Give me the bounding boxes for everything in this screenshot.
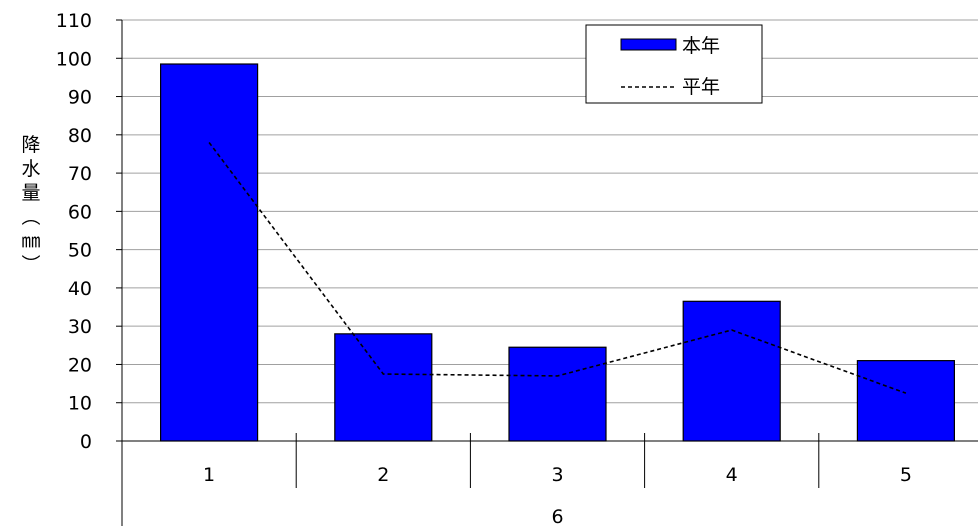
x-tick-label-4: 4 bbox=[726, 464, 738, 486]
y-tick-label-40: 40 bbox=[68, 278, 92, 300]
average-line-group bbox=[208, 141, 907, 394]
legend-bar-swatch bbox=[620, 38, 677, 51]
y-tick-label-70: 70 bbox=[68, 163, 92, 185]
y-tick-label-110: 110 bbox=[56, 10, 92, 32]
x-tick-label-5: 5 bbox=[900, 464, 912, 486]
y-axis-label: 降水量︵㎜︶ bbox=[21, 134, 40, 276]
y-label-char-0: 降 bbox=[21, 134, 40, 156]
legend: 本年 平年 bbox=[585, 24, 763, 104]
bar-3 bbox=[508, 346, 607, 442]
x-group-label: 6 bbox=[551, 506, 563, 526]
bar-5 bbox=[856, 360, 956, 442]
legend-label-normal-year: 平年 bbox=[682, 76, 720, 98]
y-tick-label-30: 30 bbox=[68, 316, 92, 338]
y-tick-label-100: 100 bbox=[56, 48, 92, 70]
y-tick-label-60: 60 bbox=[68, 201, 92, 223]
y-tick-label-80: 80 bbox=[68, 125, 92, 147]
bar-1 bbox=[160, 63, 259, 442]
x-tick-label-1: 1 bbox=[203, 464, 215, 486]
y-tick-label-20: 20 bbox=[68, 354, 92, 376]
y-tick-label-10: 10 bbox=[68, 393, 92, 415]
y-tick-labels: 0 10 20 30 40 50 60 70 80 90 100 110 bbox=[56, 10, 92, 453]
legend-box bbox=[585, 24, 763, 104]
grid-lines bbox=[122, 19, 978, 404]
y-label-char-4: ㎜ bbox=[21, 230, 40, 252]
axes-group bbox=[116, 19, 978, 526]
x-tick-labels: 1 2 3 4 5 bbox=[203, 464, 912, 486]
bar-4 bbox=[682, 300, 781, 442]
y-tick-label-50: 50 bbox=[68, 240, 92, 262]
y-label-char-3: ︵ bbox=[21, 206, 40, 228]
x-tick-label-3: 3 bbox=[551, 464, 563, 486]
y-tick-label-90: 90 bbox=[68, 87, 92, 109]
y-label-char-5: ︶ bbox=[21, 254, 40, 276]
y-label-char-2: 量 bbox=[21, 182, 40, 204]
legend-label-this-year: 本年 bbox=[682, 35, 720, 57]
y-label-char-1: 水 bbox=[21, 158, 40, 180]
y-tick-label-0: 0 bbox=[80, 431, 92, 453]
x-tick-label-2: 2 bbox=[377, 464, 389, 486]
bar-2 bbox=[334, 333, 433, 442]
bars-group bbox=[160, 63, 956, 442]
